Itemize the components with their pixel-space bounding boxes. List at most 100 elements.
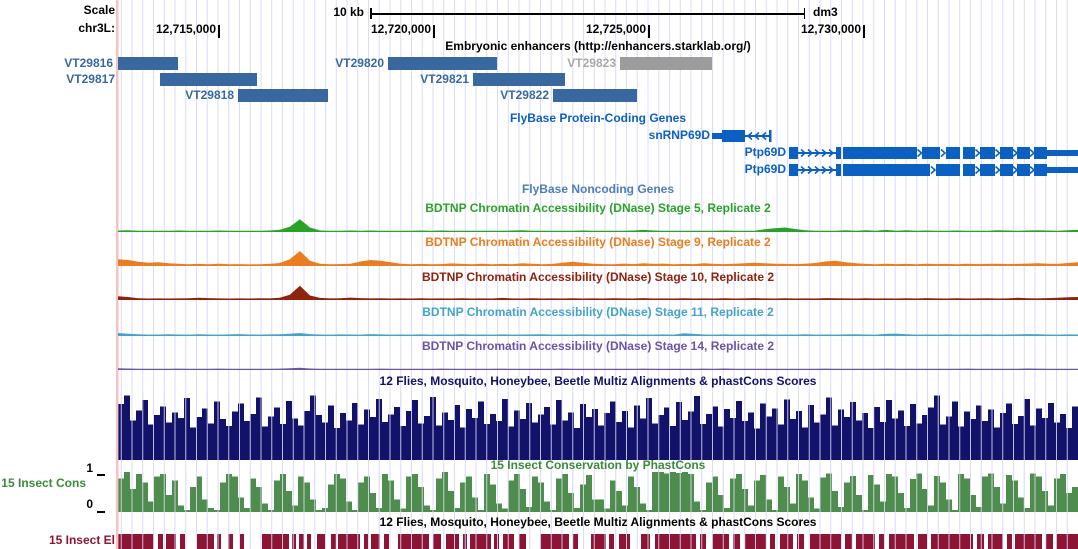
gene-intron-line[interactable] <box>745 135 769 137</box>
enhancer-item-VT29823[interactable] <box>620 57 712 70</box>
enhancer-item-label-VT29823[interactable]: VT29823 <box>567 56 616 70</box>
strand-arrow-icon <box>814 148 821 158</box>
multiz-conservation-histogram[interactable] <box>118 395 1078 460</box>
strand-arrow-icon <box>1029 148 1036 158</box>
scale-ruler-right-tick <box>803 8 805 19</box>
enhancer-item-VT29822[interactable] <box>553 89 637 102</box>
strand-arrow-icon <box>800 165 807 175</box>
window-left-edge-line <box>116 0 119 549</box>
strand-arrow-icon <box>1012 165 1019 175</box>
phastcons-axis-max: 1 <box>86 461 93 475</box>
strand-arrow-icon <box>800 148 807 158</box>
track-title-dnase-3: BDTNP Chromatin Accessibility (DNase) St… <box>422 305 774 319</box>
strand-arrow-icon <box>1012 148 1019 158</box>
strand-arrow-icon <box>760 131 767 141</box>
dnase-signal-3[interactable] <box>118 333 1078 336</box>
gene-label-snRNP69D[interactable]: snRNP69D <box>648 128 710 142</box>
enhancer-item-label-VT29817[interactable]: VT29817 <box>66 72 115 86</box>
dnase-signal-1[interactable] <box>118 251 1078 266</box>
strand-arrow-icon <box>994 165 1001 175</box>
gene-intron-line[interactable] <box>798 169 836 171</box>
enhancer-item-label-VT29816[interactable]: VT29816 <box>64 56 113 70</box>
ruler-size-label: 10 kb <box>333 5 364 19</box>
track-title-flybase-coding: FlyBase Protein-Coding Genes <box>509 111 687 125</box>
enhancer-item-VT29816[interactable] <box>118 57 178 70</box>
enhancer-item-VT29821[interactable] <box>473 73 565 86</box>
gene-utr-block[interactable] <box>1047 150 1078 156</box>
scale-ruler-left-tick <box>370 8 372 19</box>
coordinate-tick-mark <box>433 25 435 38</box>
grid-lines-overlay <box>120 392 1068 549</box>
track-title-phastcons: 15 Insect Conservation by PhastCons <box>490 458 706 472</box>
gene-exon-block[interactable] <box>789 147 798 159</box>
strand-arrow-icon <box>930 165 937 175</box>
gene-exon-block[interactable] <box>843 164 930 176</box>
gene-Ptp69D-1[interactable] <box>789 147 1078 159</box>
gene-exon-block[interactable] <box>1017 147 1030 159</box>
gene-exon-block[interactable] <box>963 164 975 176</box>
grid-lines <box>120 0 1068 549</box>
strand-arrow-icon <box>746 131 753 141</box>
gene-utr-block[interactable] <box>1047 167 1078 173</box>
gene-exon-block[interactable] <box>1000 164 1013 176</box>
strand-arrow-icon <box>828 165 835 175</box>
gene-exon-block[interactable] <box>1017 164 1030 176</box>
phastcons-left-label: 15 Insect Cons <box>1 476 86 490</box>
gene-exon-block[interactable] <box>980 147 995 159</box>
phastcons-axis-min-tick <box>97 511 105 513</box>
gene-exon-block[interactable] <box>946 147 960 159</box>
dnase-signal-0[interactable] <box>118 219 1078 232</box>
assembly-label: dm3 <box>813 5 838 19</box>
dnase-signal-2[interactable] <box>118 285 1078 300</box>
gene-exon-block[interactable] <box>963 147 975 159</box>
strand-arrow-icon <box>807 148 814 158</box>
enhancer-item-label-VT29820[interactable]: VT29820 <box>335 56 384 70</box>
gene-label-Ptp69D[interactable]: Ptp69D <box>744 162 786 176</box>
strand-arrow-icon <box>974 165 981 175</box>
track-title-dnase-0: BDTNP Chromatin Accessibility (DNase) St… <box>425 201 771 215</box>
gene-exon-block[interactable] <box>1034 147 1047 159</box>
strand-arrow-icon <box>940 148 947 158</box>
enhancer-item-VT29818[interactable] <box>238 89 328 102</box>
gene-exon-block[interactable] <box>836 164 841 176</box>
gene-exon-block[interactable] <box>936 164 960 176</box>
scale-ruler-line <box>370 13 805 15</box>
gene-exon-block[interactable] <box>922 147 940 159</box>
strand-arrow-icon <box>828 148 835 158</box>
gene-exon-block[interactable] <box>843 147 917 159</box>
coordinate-tick-label: 12,715,000 <box>155 22 216 36</box>
coordinate-tick-mark <box>863 25 865 38</box>
gene-exon-block[interactable] <box>722 130 745 142</box>
enhancer-item-label-VT29822[interactable]: VT29822 <box>500 88 549 102</box>
gene-exon-block[interactable] <box>1034 164 1047 176</box>
enhancer-item-label-VT29821[interactable]: VT29821 <box>420 72 469 86</box>
gene-utr-block[interactable] <box>712 133 722 139</box>
enhancer-item-VT29817[interactable] <box>160 73 257 86</box>
dnase-signal-4[interactable] <box>118 367 1078 370</box>
coordinate-tick-mark <box>218 25 220 38</box>
gene-end-tick <box>769 130 772 142</box>
gene-exon-block[interactable] <box>789 164 798 176</box>
gene-label-Ptp69D[interactable]: Ptp69D <box>744 145 786 159</box>
phastcons-histogram[interactable] <box>118 472 1078 512</box>
strand-arrow-icon <box>994 148 1001 158</box>
coordinate-tick-label: 12,725,000 <box>585 22 646 36</box>
insect-elements-left-label: 15 Insect El <box>48 533 115 547</box>
gene-snRNP69D-0[interactable] <box>712 130 772 142</box>
strand-arrow-icon <box>916 148 923 158</box>
strand-arrow-icon <box>814 165 821 175</box>
strand-arrow-icon <box>821 148 828 158</box>
gene-Ptp69D-2[interactable] <box>789 164 1078 176</box>
enhancer-item-VT29820[interactable] <box>388 57 497 70</box>
track-title-embryonic-enhancers: Embryonic enhancers (http://enhancers.st… <box>445 39 751 53</box>
gene-exon-block[interactable] <box>980 164 995 176</box>
insect-elements-track[interactable] <box>118 534 1078 549</box>
gene-intron-line[interactable] <box>798 152 836 154</box>
enhancer-item-label-VT29818[interactable]: VT29818 <box>185 88 234 102</box>
track-title-dnase-1: BDTNP Chromatin Accessibility (DNase) St… <box>425 235 771 249</box>
gene-exon-block[interactable] <box>1000 147 1013 159</box>
track-title-dnase-2: BDTNP Chromatin Accessibility (DNase) St… <box>421 270 775 284</box>
gene-exon-block[interactable] <box>836 147 841 159</box>
coordinate-tick-mark <box>648 25 650 38</box>
